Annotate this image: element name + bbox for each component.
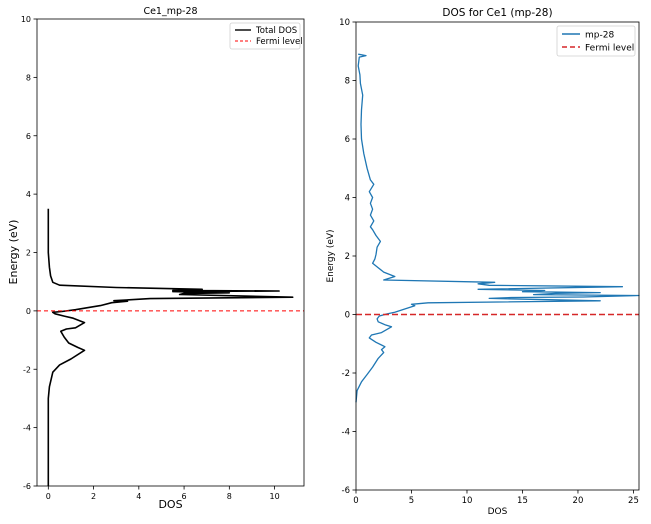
panel2-axes-frame <box>355 21 640 491</box>
panel2-y-tick-label: 0 <box>345 311 350 321</box>
panel2-x-axis-label: DOS <box>488 507 508 517</box>
panel2-legend-fermi-label: Fermi level <box>585 44 634 54</box>
panel2-dos-series-line <box>355 53 640 403</box>
panel1-y-axis-label: Energy (eV) <box>7 220 20 285</box>
panel-ce1: Ce1_mp-28 0 2 4 6 8 10 -6 -4 -2 0 2 4 6 8 10 DOS Energ… <box>7 6 305 511</box>
panel1-x-axis-label: DOS <box>158 498 182 511</box>
panel1-x-tick-label: 0 <box>46 492 51 501</box>
panel2-x-tick-label: 10 <box>462 496 473 506</box>
panel-mp28: DOS for Ce1 (mp-28) 0 5 10 15 20 25 -6 -4 -2 0 2 4 6… <box>326 7 640 517</box>
panel1-y-tick-label: -6 <box>23 482 31 491</box>
panel1-y-tick-label: 8 <box>26 73 31 82</box>
panel1-y-tick-label: -4 <box>23 424 31 433</box>
panel1-x-tick-label: 10 <box>269 492 279 501</box>
panel1-legend-fermi-label: Fermi level <box>256 37 303 47</box>
panel2-x-tick-label: 5 <box>409 496 414 506</box>
panel2-y-tick-label: -2 <box>342 369 350 379</box>
panel1-dos-series-line <box>47 208 294 486</box>
panel2-x-tick-label: 20 <box>573 496 584 506</box>
panel2-legend-mp28-label: mp-28 <box>585 31 614 41</box>
panel2-x-tick-label: 0 <box>353 496 358 506</box>
panel1-y-tick-label: 4 <box>26 190 31 199</box>
panel2-y-tick-label: 8 <box>345 77 350 87</box>
panel2-ticks: 0 5 10 15 20 25 -6 -4 -2 0 2 4 6 8 10 <box>339 18 639 506</box>
panel1-x-tick-label: 4 <box>136 492 141 501</box>
panel1-x-tick-label: 6 <box>182 492 187 501</box>
panel1-y-tick-label: 6 <box>26 132 31 141</box>
panel1-x-tick-label: 8 <box>227 492 232 501</box>
panel2-plot-area <box>355 53 640 403</box>
panel1-legend: Total DOS Fermi level <box>229 22 303 50</box>
panel1-legend-total-dos-label: Total DOS <box>255 26 297 36</box>
panel1-y-tick-label: -2 <box>23 365 31 374</box>
panel2-legend: mp-28 Fermi level <box>556 25 636 57</box>
panel2-x-tick-label: 25 <box>628 496 639 506</box>
panel1-y-tick-label: 10 <box>21 15 31 24</box>
panel2-y-tick-label: -4 <box>342 428 350 438</box>
panel1-ticks: 0 2 4 6 8 10 -6 -4 -2 0 2 4 6 8 10 <box>21 15 280 501</box>
panel2-y-tick-label: 10 <box>339 18 350 28</box>
panel2-y-tick-label: -6 <box>342 486 350 496</box>
panel2-x-tick-label: 15 <box>517 496 528 506</box>
panel1-axes-frame <box>36 18 305 487</box>
panel1-y-tick-label: 2 <box>26 249 31 258</box>
panel2-title: DOS for Ce1 (mp-28) <box>442 7 552 19</box>
panel2-y-axis-label: Energy (eV) <box>326 229 336 282</box>
panel1-title: Ce1_mp-28 <box>143 6 197 17</box>
panel2-y-tick-label: 4 <box>345 194 350 204</box>
panel1-x-tick-label: 2 <box>91 492 96 501</box>
panel1-y-tick-label: 0 <box>26 307 31 316</box>
panel2-y-tick-label: 2 <box>345 252 350 262</box>
panel1-plot-area <box>37 208 304 486</box>
panel2-y-tick-label: 6 <box>345 135 350 145</box>
